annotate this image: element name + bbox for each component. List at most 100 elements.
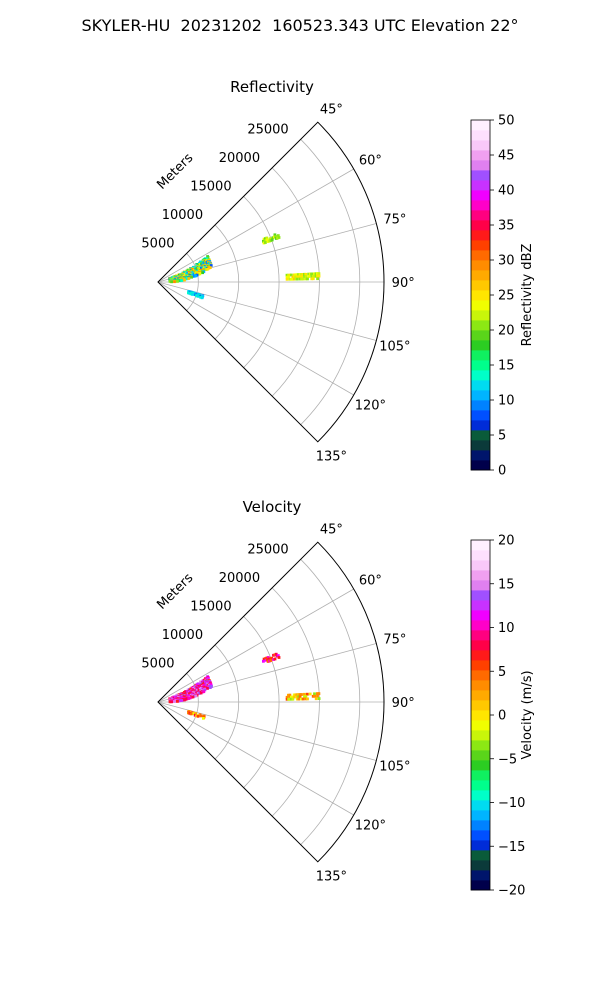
data-cell [191, 293, 194, 296]
colorbar-swatch [471, 360, 490, 371]
colorbar-swatch [471, 390, 490, 401]
range-tick-label: 20000 [219, 151, 260, 166]
data-cell [291, 277, 295, 281]
data-cell [201, 271, 204, 275]
data-cell [304, 695, 308, 698]
data-cell [188, 696, 192, 700]
azimuth-tick-label: 135° [316, 869, 347, 884]
figure-title: SKYLER-HU 20231202 160523.343 UTC Elevat… [81, 16, 519, 35]
data-cell [301, 273, 305, 276]
data-cell [176, 700, 179, 703]
colorbar: 0 5 10 15 20 25 30 35 40 45 50 Reflectivity dBZ [470, 114, 535, 479]
data-cell [208, 266, 212, 269]
data-cell [297, 695, 301, 699]
colorbar-swatch [471, 180, 490, 191]
data-cell [294, 693, 298, 697]
data-cell [276, 234, 280, 237]
data-cell [273, 657, 277, 661]
colorbar-tick-label: 15 [498, 359, 515, 374]
data-cell [270, 238, 274, 242]
colorbar-swatch [471, 630, 490, 641]
echo-cells [168, 233, 321, 300]
data-cell [301, 277, 305, 281]
colorbar-swatch [471, 830, 490, 841]
colorbar-swatch [471, 370, 490, 381]
data-cell [285, 697, 289, 701]
data-cell [306, 697, 309, 701]
data-cell [304, 272, 308, 276]
data-cell [307, 272, 311, 276]
data-cell [183, 278, 186, 282]
data-cell [310, 277, 314, 281]
panel-title: Velocity [243, 498, 302, 516]
range-tick-label: 25000 [247, 542, 288, 557]
colorbar-swatch [471, 670, 490, 681]
data-cell [170, 700, 173, 704]
colorbar-swatch [471, 160, 490, 171]
data-cell [266, 238, 269, 242]
colorbar-tick-label: 15 [498, 577, 515, 592]
data-cell [311, 277, 315, 281]
data-cell [304, 277, 308, 281]
colorbar-swatch [471, 700, 490, 711]
colorbar-swatch [471, 140, 490, 151]
data-cell [300, 275, 303, 279]
panel-title: Reflectivity [230, 78, 314, 96]
colorbar-tick-label: −5 [498, 752, 517, 767]
data-cell [264, 241, 267, 244]
colorbar-swatch [471, 440, 490, 451]
colorbar-swatch [471, 450, 490, 461]
colorbar-swatch [471, 770, 490, 781]
data-cell [192, 274, 196, 278]
data-cell [292, 695, 296, 699]
data-cell [298, 273, 302, 276]
data-cell [199, 714, 203, 718]
colorbar-swatch [471, 780, 490, 791]
data-cell [316, 694, 319, 698]
colorbar-swatch [471, 460, 490, 471]
azimuth-tick-label: 120° [355, 399, 386, 414]
colorbar-swatch [471, 810, 490, 821]
data-cell [288, 697, 292, 701]
data-cell [316, 277, 319, 281]
colorbar-swatch [471, 240, 490, 251]
colorbar-tick-label: −15 [498, 840, 525, 855]
colorbar-tick-label: 45 [498, 149, 515, 164]
colorbar-tick-label: 0 [498, 464, 506, 479]
colorbar-swatch [471, 130, 490, 141]
data-cell [295, 277, 299, 281]
colorbar-swatch [471, 660, 490, 671]
colorbar-swatch [471, 340, 490, 351]
colorbar-tick-label: 10 [498, 394, 515, 409]
data-cell [277, 656, 281, 659]
colorbar-swatch [471, 380, 490, 391]
data-cell [274, 235, 277, 238]
colorbar-swatch [471, 310, 490, 321]
data-cell [297, 275, 301, 279]
data-cell [189, 712, 193, 716]
data-cell [308, 692, 312, 696]
colorbar-tick-label: 20 [498, 534, 515, 549]
polar-frame [157, 541, 385, 863]
colorbar-swatch [471, 210, 490, 221]
polar-panel-2: Velocity 45° 60° 75° 90° 105° 120° 135° 5000 1000… [141, 498, 535, 899]
data-cell [313, 272, 316, 276]
data-cell [207, 676, 210, 680]
data-cell [276, 654, 280, 657]
data-cell [184, 697, 188, 701]
data-cell [209, 264, 213, 267]
azimuth-tick-label: 105° [379, 340, 410, 355]
colorbar-swatch [471, 880, 490, 891]
data-cell [206, 687, 209, 690]
data-cell [287, 275, 290, 279]
colorbar-tick-label: −20 [498, 884, 525, 899]
data-cell [316, 692, 319, 695]
colorbar-swatch [471, 620, 490, 631]
colorbar-swatch [471, 680, 490, 691]
range-tick-label: 10000 [162, 628, 203, 643]
colorbar-swatch [471, 820, 490, 831]
colorbar-tick-label: 25 [498, 289, 515, 304]
data-cell [292, 273, 296, 277]
data-cell [200, 296, 204, 300]
